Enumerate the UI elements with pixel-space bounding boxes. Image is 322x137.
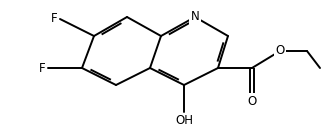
Text: O: O [247,95,257,108]
Text: F: F [52,12,58,25]
Text: O: O [275,45,285,58]
Text: N: N [191,11,199,24]
Text: OH: OH [175,114,193,127]
Text: F: F [39,62,46,75]
